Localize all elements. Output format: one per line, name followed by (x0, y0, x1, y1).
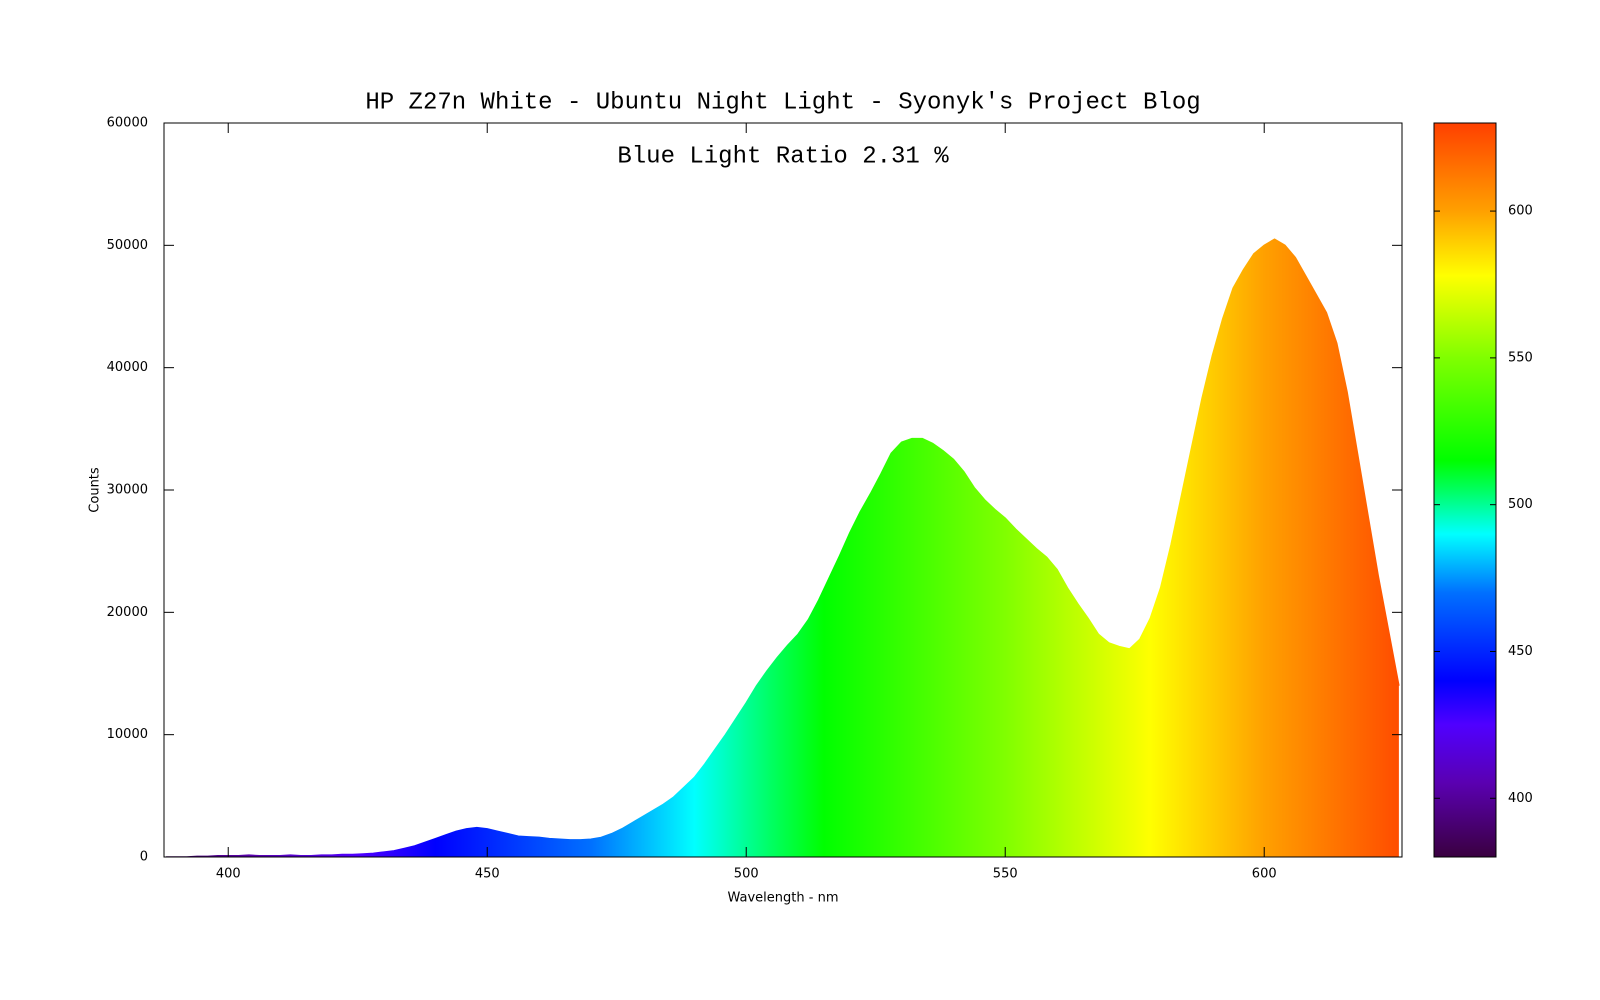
y-tick-label: 50000 (107, 238, 148, 253)
x-tick-label: 500 (734, 867, 759, 882)
spectrum-line (166, 238, 1400, 857)
y-tick-label: 30000 (107, 483, 148, 498)
x-tick-label: 400 (216, 867, 241, 882)
colorbar-tick-label: 550 (1508, 350, 1533, 365)
y-tick-label: 60000 (107, 116, 148, 131)
colorbar-tick-label: 400 (1508, 791, 1533, 806)
x-axis-label: Wavelength - nm (728, 891, 839, 906)
area-fill (166, 239, 1399, 857)
y-tick-label: 0 (140, 850, 148, 865)
x-tick-label: 550 (993, 867, 1018, 882)
colorbar-tick-label: 600 (1508, 204, 1533, 219)
colorbar-tick-label: 450 (1508, 644, 1533, 659)
y-tick-label: 40000 (107, 360, 148, 375)
plot-area (166, 238, 1400, 857)
colorbar (1433, 122, 1497, 858)
y-axis-label: Counts (88, 467, 103, 513)
y-tick-label: 20000 (107, 605, 148, 620)
chart-title: HP Z27n White - Ubuntu Night Light - Syo… (365, 89, 1200, 116)
annotation: Blue Light Ratio 2.31 % (617, 143, 949, 170)
x-tick-label: 450 (475, 867, 500, 882)
y-tick-label: 10000 (107, 727, 148, 742)
colorbar-tick-label: 500 (1508, 497, 1533, 512)
x-tick-label: 600 (1252, 867, 1277, 882)
